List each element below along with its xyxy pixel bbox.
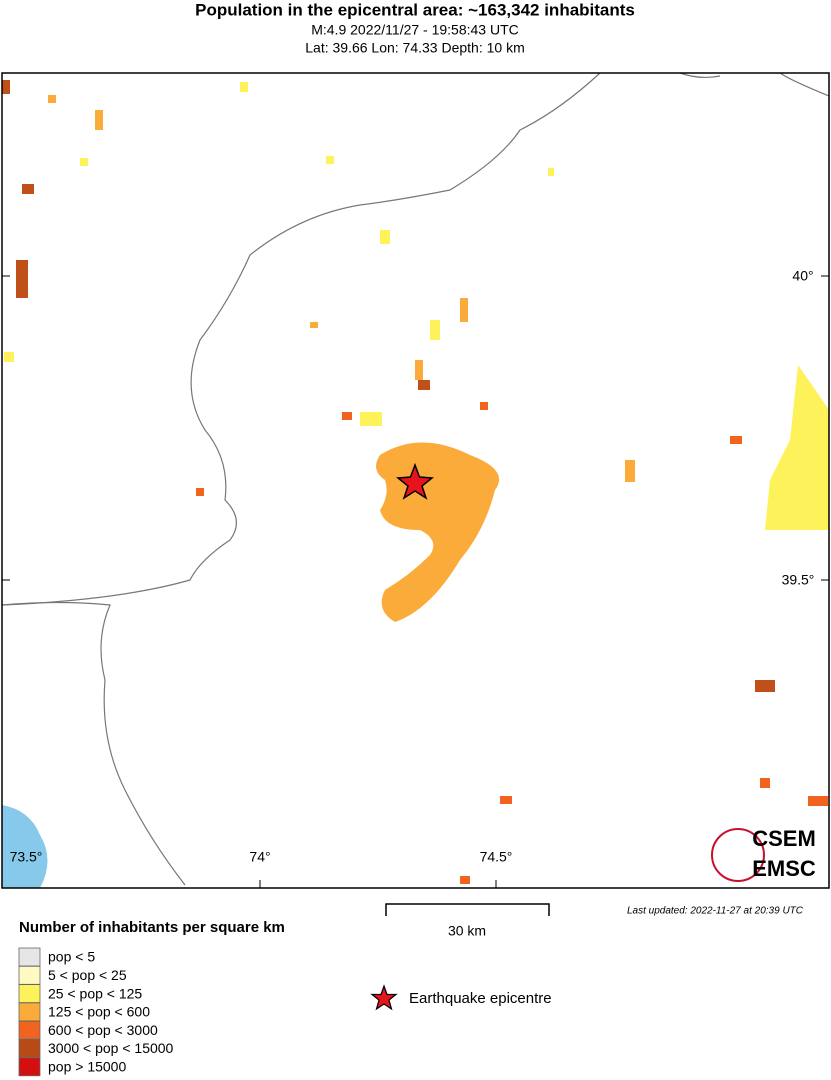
legend-label: pop < 5 (48, 949, 95, 965)
updated: Last updated: 2022-11-27 at 20:39 UTC (627, 906, 804, 917)
subtitle: M:4.9 2022/11/27 - 19:58:43 UTC (311, 22, 519, 38)
legend-swatch (18, 984, 41, 1003)
scale-label: 30 km (448, 923, 486, 939)
legend-title: Number of inhabitants per square km (19, 919, 285, 936)
legend-swatch (18, 1002, 41, 1022)
legend-swatch (18, 1020, 41, 1040)
lat-label: 40° (792, 268, 813, 284)
scale-bar (385, 903, 550, 916)
legend-star (370, 984, 398, 1011)
map: 40° 39.5° 73.5° 74° 74.5° CSEM EMSC (1, 72, 830, 889)
legend-label: 25 < pop < 125 (48, 985, 142, 1001)
epicentre-star (396, 462, 434, 500)
legend-swatch (18, 1057, 41, 1077)
legend-label: pop > 15000 (48, 1059, 126, 1075)
title: Population in the epicentral area: ~163,… (195, 0, 635, 19)
legend-label: Earthquake epicentre (409, 990, 552, 1007)
logo: CSEM (752, 826, 816, 851)
lon-label: 74° (249, 849, 270, 865)
subtitle: Lat: 39.66 Lon: 74.33 Depth: 10 km (305, 40, 525, 56)
legend: pop < 5 5 < pop < 25 25 < pop < 125 125 < p… (18, 947, 174, 1077)
lon-label: 74.5° (480, 849, 513, 865)
legend-label: 600 < pop < 3000 (48, 1022, 158, 1038)
legend-label: 3000 < pop < 15000 (48, 1040, 174, 1056)
legend-label: 125 < pop < 600 (48, 1004, 150, 1020)
lat-label: 39.5° (782, 572, 815, 588)
legend-swatch (18, 947, 41, 967)
legend-swatch (18, 965, 41, 985)
logo: EMSC (752, 856, 816, 881)
lon-label: 73.5° (10, 849, 43, 865)
legend-label: 5 < pop < 25 (48, 967, 127, 983)
legend-swatch (18, 1039, 41, 1058)
